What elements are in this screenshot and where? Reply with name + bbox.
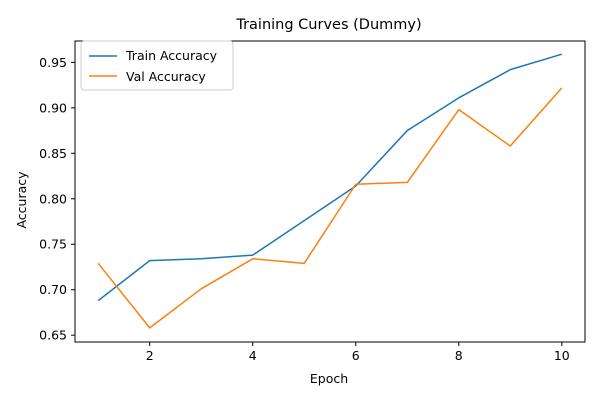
y-axis-label: Accuracy: [14, 171, 29, 229]
x-tick-label: 10: [554, 348, 570, 363]
x-axis-ticks: 2 4 6 8 10: [146, 342, 570, 363]
y-tick-label: 0.80: [39, 191, 67, 206]
y-tick-label: 0.95: [39, 55, 67, 70]
y-tick-label: 0.85: [39, 146, 67, 161]
plot-frame: [74, 40, 586, 343]
series-lines: [97, 53, 563, 329]
series-line-train: [97, 53, 563, 302]
y-axis-ticks: 0.65 0.70 0.75 0.80 0.85 0.90 0.95: [39, 55, 75, 343]
series-line-val: [97, 87, 563, 329]
x-tick-label: 8: [455, 348, 463, 363]
x-tick-label: 2: [146, 348, 154, 363]
y-tick-label: 0.75: [39, 237, 67, 252]
x-tick-label: 6: [352, 348, 360, 363]
y-tick-label: 0.65: [39, 328, 67, 343]
chart-title: Training Curves (Dummy): [235, 17, 421, 33]
legend-label-val: Val Accuracy: [126, 69, 206, 84]
x-tick-label: 4: [249, 348, 257, 363]
x-axis-label: Epoch: [310, 371, 348, 386]
legend-frame: [80, 40, 234, 91]
legend: Train Accuracy Val Accuracy: [80, 40, 234, 91]
legend-label-train: Train Accuracy: [125, 48, 218, 63]
y-tick-label: 0.70: [39, 282, 67, 297]
y-tick-label: 0.90: [39, 100, 67, 115]
